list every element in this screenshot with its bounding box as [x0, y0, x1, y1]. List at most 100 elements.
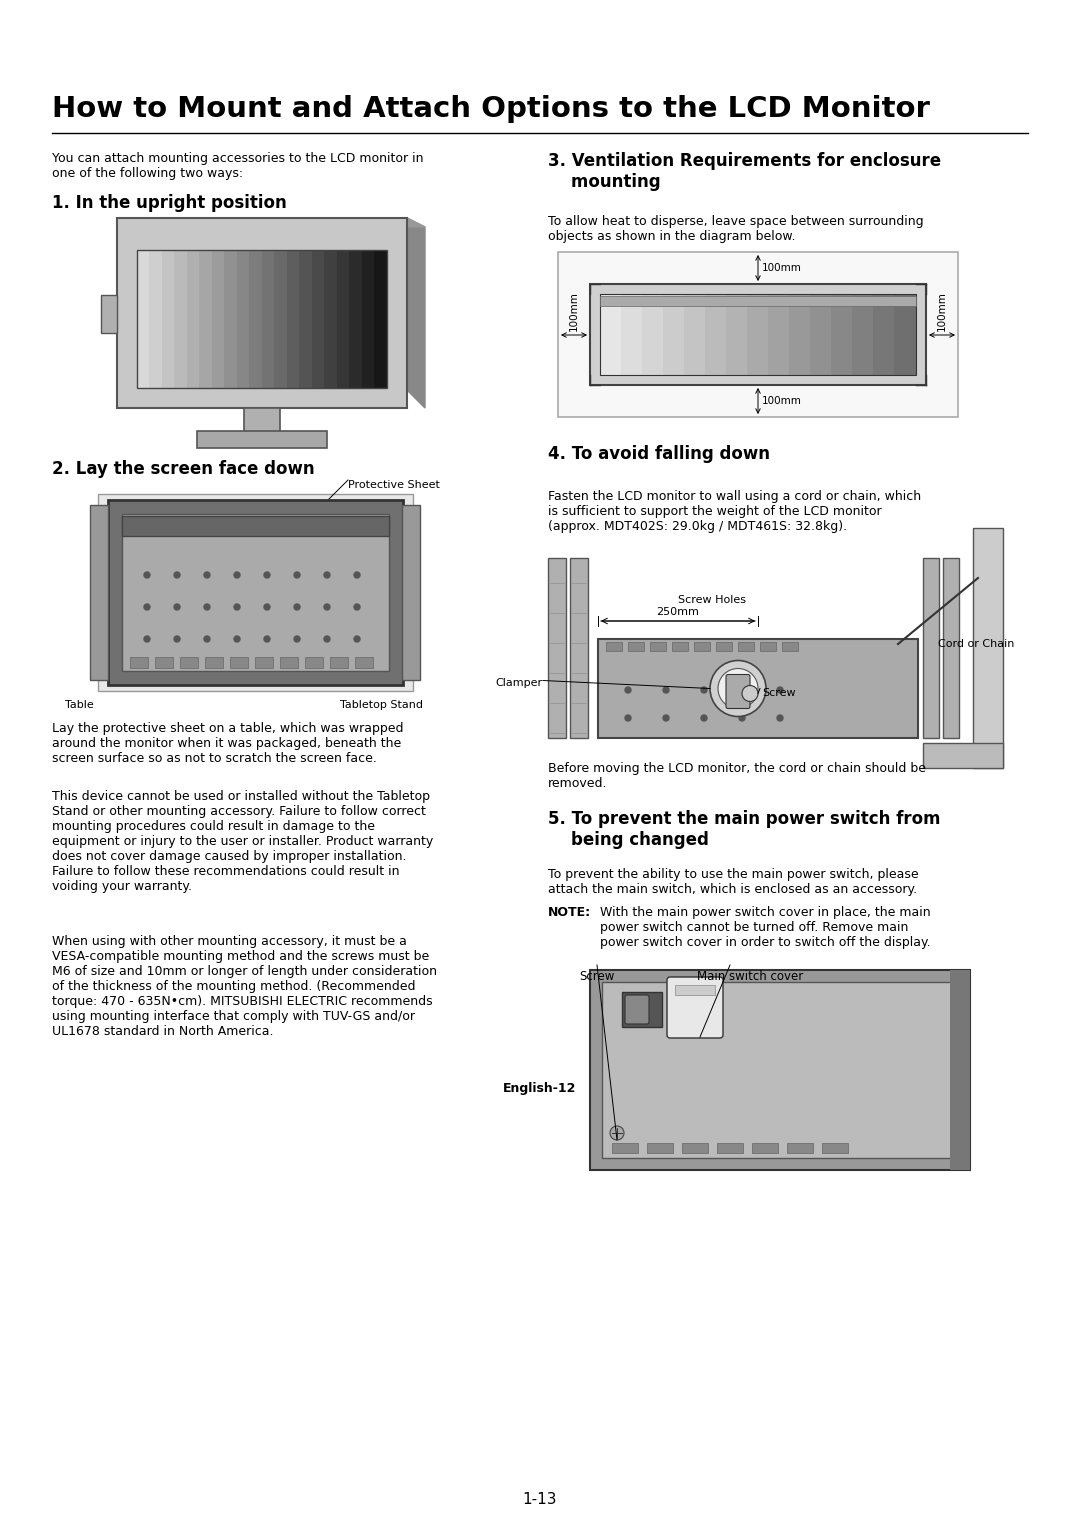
- FancyBboxPatch shape: [852, 293, 874, 374]
- FancyBboxPatch shape: [180, 657, 198, 668]
- FancyBboxPatch shape: [717, 1143, 743, 1154]
- Circle shape: [294, 636, 300, 642]
- Circle shape: [144, 571, 150, 578]
- Text: 5. To prevent the main power switch from
    being changed: 5. To prevent the main power switch from…: [548, 810, 941, 848]
- FancyBboxPatch shape: [212, 251, 225, 388]
- Text: With the main power switch cover in place, the main
power switch cannot be turne: With the main power switch cover in plac…: [600, 906, 931, 949]
- Text: 1. In the upright position: 1. In the upright position: [52, 194, 287, 212]
- FancyBboxPatch shape: [923, 743, 1003, 769]
- FancyBboxPatch shape: [90, 504, 108, 680]
- Text: Screw Holes: Screw Holes: [678, 594, 746, 605]
- FancyBboxPatch shape: [672, 642, 688, 651]
- Circle shape: [777, 715, 783, 721]
- Text: Before moving the LCD monitor, the cord or chain should be
removed.: Before moving the LCD monitor, the cord …: [548, 762, 926, 790]
- FancyBboxPatch shape: [149, 251, 162, 388]
- FancyBboxPatch shape: [822, 1143, 848, 1154]
- Circle shape: [144, 604, 150, 610]
- Text: You can attach mounting accessories to the LCD monitor in
one of the following t: You can attach mounting accessories to t…: [52, 151, 423, 180]
- FancyBboxPatch shape: [600, 296, 916, 306]
- Circle shape: [174, 636, 180, 642]
- Text: Protective Sheet: Protective Sheet: [348, 480, 440, 490]
- FancyBboxPatch shape: [598, 639, 918, 738]
- FancyBboxPatch shape: [663, 293, 685, 374]
- FancyBboxPatch shape: [622, 992, 662, 1027]
- FancyBboxPatch shape: [137, 251, 150, 388]
- FancyBboxPatch shape: [558, 252, 958, 417]
- FancyBboxPatch shape: [831, 293, 853, 374]
- Polygon shape: [407, 219, 426, 408]
- FancyBboxPatch shape: [923, 558, 939, 738]
- FancyBboxPatch shape: [174, 251, 187, 388]
- FancyBboxPatch shape: [156, 657, 173, 668]
- Circle shape: [701, 688, 707, 694]
- FancyBboxPatch shape: [98, 494, 413, 691]
- Circle shape: [742, 686, 758, 701]
- FancyBboxPatch shape: [760, 642, 777, 651]
- Circle shape: [144, 636, 150, 642]
- Circle shape: [234, 604, 240, 610]
- FancyBboxPatch shape: [705, 293, 727, 374]
- Circle shape: [739, 715, 745, 721]
- Circle shape: [294, 604, 300, 610]
- Text: This device cannot be used or installed without the Tabletop
Stand or other moun: This device cannot be used or installed …: [52, 790, 433, 892]
- Circle shape: [174, 604, 180, 610]
- FancyBboxPatch shape: [187, 251, 200, 388]
- Circle shape: [234, 636, 240, 642]
- FancyBboxPatch shape: [162, 251, 175, 388]
- FancyBboxPatch shape: [197, 431, 327, 448]
- FancyBboxPatch shape: [873, 293, 895, 374]
- FancyBboxPatch shape: [625, 995, 649, 1024]
- Circle shape: [354, 604, 360, 610]
- Text: Main switch cover: Main switch cover: [697, 970, 804, 983]
- Text: Fasten the LCD monitor to wall using a cord or chain, which
is sufficient to sup: Fasten the LCD monitor to wall using a c…: [548, 490, 921, 533]
- FancyBboxPatch shape: [249, 251, 262, 388]
- Circle shape: [324, 636, 330, 642]
- FancyBboxPatch shape: [274, 251, 287, 388]
- FancyBboxPatch shape: [374, 251, 387, 388]
- FancyBboxPatch shape: [108, 500, 403, 685]
- FancyBboxPatch shape: [590, 284, 926, 385]
- Text: How to Mount and Attach Options to the LCD Monitor: How to Mount and Attach Options to the L…: [52, 95, 930, 122]
- Circle shape: [264, 604, 270, 610]
- FancyBboxPatch shape: [122, 516, 389, 536]
- Text: 3. Ventilation Requirements for enclosure
    mounting: 3. Ventilation Requirements for enclosur…: [548, 151, 941, 191]
- Circle shape: [663, 715, 669, 721]
- Circle shape: [174, 571, 180, 578]
- FancyBboxPatch shape: [621, 293, 643, 374]
- Circle shape: [718, 669, 758, 709]
- FancyBboxPatch shape: [362, 251, 375, 388]
- FancyBboxPatch shape: [650, 642, 666, 651]
- FancyBboxPatch shape: [570, 558, 588, 738]
- Text: Screw: Screw: [762, 689, 796, 698]
- Circle shape: [264, 636, 270, 642]
- FancyBboxPatch shape: [782, 642, 798, 651]
- Text: To prevent the ability to use the main power switch, please
attach the main swit: To prevent the ability to use the main p…: [548, 868, 919, 895]
- Circle shape: [324, 571, 330, 578]
- FancyBboxPatch shape: [943, 558, 959, 738]
- FancyBboxPatch shape: [244, 408, 280, 432]
- FancyBboxPatch shape: [130, 657, 148, 668]
- Text: 250mm: 250mm: [657, 607, 700, 617]
- FancyBboxPatch shape: [675, 986, 715, 995]
- Text: Table: Table: [65, 700, 94, 711]
- FancyBboxPatch shape: [237, 251, 249, 388]
- FancyBboxPatch shape: [305, 657, 323, 668]
- Text: NOTE:: NOTE:: [548, 906, 591, 918]
- FancyBboxPatch shape: [627, 642, 644, 651]
- FancyBboxPatch shape: [402, 504, 420, 680]
- FancyBboxPatch shape: [324, 251, 337, 388]
- FancyBboxPatch shape: [117, 219, 407, 408]
- FancyBboxPatch shape: [600, 293, 622, 374]
- FancyBboxPatch shape: [694, 642, 710, 651]
- Circle shape: [354, 636, 360, 642]
- FancyBboxPatch shape: [205, 657, 222, 668]
- FancyBboxPatch shape: [738, 642, 754, 651]
- FancyBboxPatch shape: [330, 657, 348, 668]
- Text: 4. To avoid falling down: 4. To avoid falling down: [548, 445, 770, 463]
- Circle shape: [701, 715, 707, 721]
- Circle shape: [739, 688, 745, 694]
- FancyBboxPatch shape: [667, 976, 723, 1038]
- Circle shape: [324, 604, 330, 610]
- FancyBboxPatch shape: [590, 970, 970, 1170]
- Circle shape: [610, 1126, 624, 1140]
